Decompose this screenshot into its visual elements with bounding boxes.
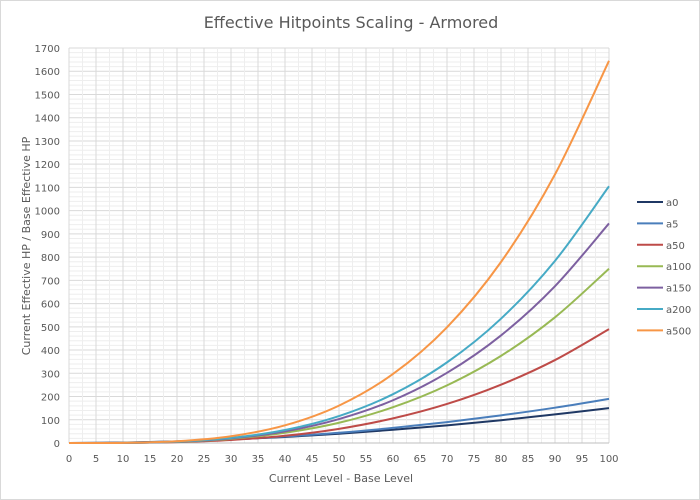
y-tick-label: 1000 (35, 207, 60, 218)
y-tick-label: 800 (41, 253, 60, 264)
x-tick-label: 95 (576, 454, 589, 465)
y-tick-label: 1200 (35, 160, 60, 171)
x-tick-label: 65 (414, 454, 427, 465)
y-tick-label: 1300 (35, 137, 60, 148)
y-tick-label: 0 (54, 439, 60, 450)
legend-label-a5: a5 (666, 219, 679, 230)
x-tick-label: 70 (441, 454, 454, 465)
y-tick-label: 500 (41, 323, 60, 334)
x-tick-label: 80 (495, 454, 508, 465)
y-tick-label: 600 (41, 300, 60, 311)
x-tick-label: 100 (599, 454, 618, 465)
x-tick-label: 60 (387, 454, 400, 465)
y-tick-label: 200 (41, 393, 60, 404)
x-tick-label: 55 (360, 454, 373, 465)
y-tick-label: 1600 (35, 67, 60, 78)
y-tick-label: 1400 (35, 114, 60, 125)
x-tick-label: 15 (144, 454, 157, 465)
y-tick-label: 700 (41, 276, 60, 287)
y-tick-label: 1700 (35, 44, 60, 55)
x-tick-label: 20 (171, 454, 184, 465)
x-tick-label: 90 (549, 454, 562, 465)
legend-label-a200: a200 (666, 305, 691, 316)
x-tick-label: 0 (66, 454, 72, 465)
y-tick-label: 1500 (35, 90, 60, 101)
legend-label-a150: a150 (666, 284, 691, 295)
x-tick-label: 40 (279, 454, 292, 465)
x-tick-label: 85 (522, 454, 535, 465)
y-tick-label: 400 (41, 346, 60, 357)
series-line-a500 (68, 60, 610, 445)
x-tick-label: 45 (306, 454, 319, 465)
x-tick-label: 25 (198, 454, 211, 465)
legend-label-a0: a0 (666, 198, 679, 209)
y-tick-label: 100 (41, 416, 60, 427)
y-axis-title: Current Effective HP / Base Effective HP (20, 136, 33, 355)
y-tick-label: 300 (41, 369, 60, 380)
y-tick-label: 1100 (35, 183, 60, 194)
x-tick-label: 10 (117, 454, 130, 465)
y-tick-label: 900 (41, 230, 60, 241)
legend-label-a100: a100 (666, 262, 691, 273)
x-axis-title: Current Level - Base Level (269, 472, 413, 485)
legend-label-a50: a50 (666, 241, 685, 252)
chart-title: Effective Hitpoints Scaling - Armored (204, 13, 499, 32)
x-tick-label: 75 (468, 454, 481, 465)
legend-label-a500: a500 (666, 326, 691, 337)
x-tick-label: 30 (225, 454, 238, 465)
x-tick-label: 35 (252, 454, 265, 465)
x-tick-label: 50 (333, 454, 346, 465)
x-tick-label: 5 (93, 454, 99, 465)
